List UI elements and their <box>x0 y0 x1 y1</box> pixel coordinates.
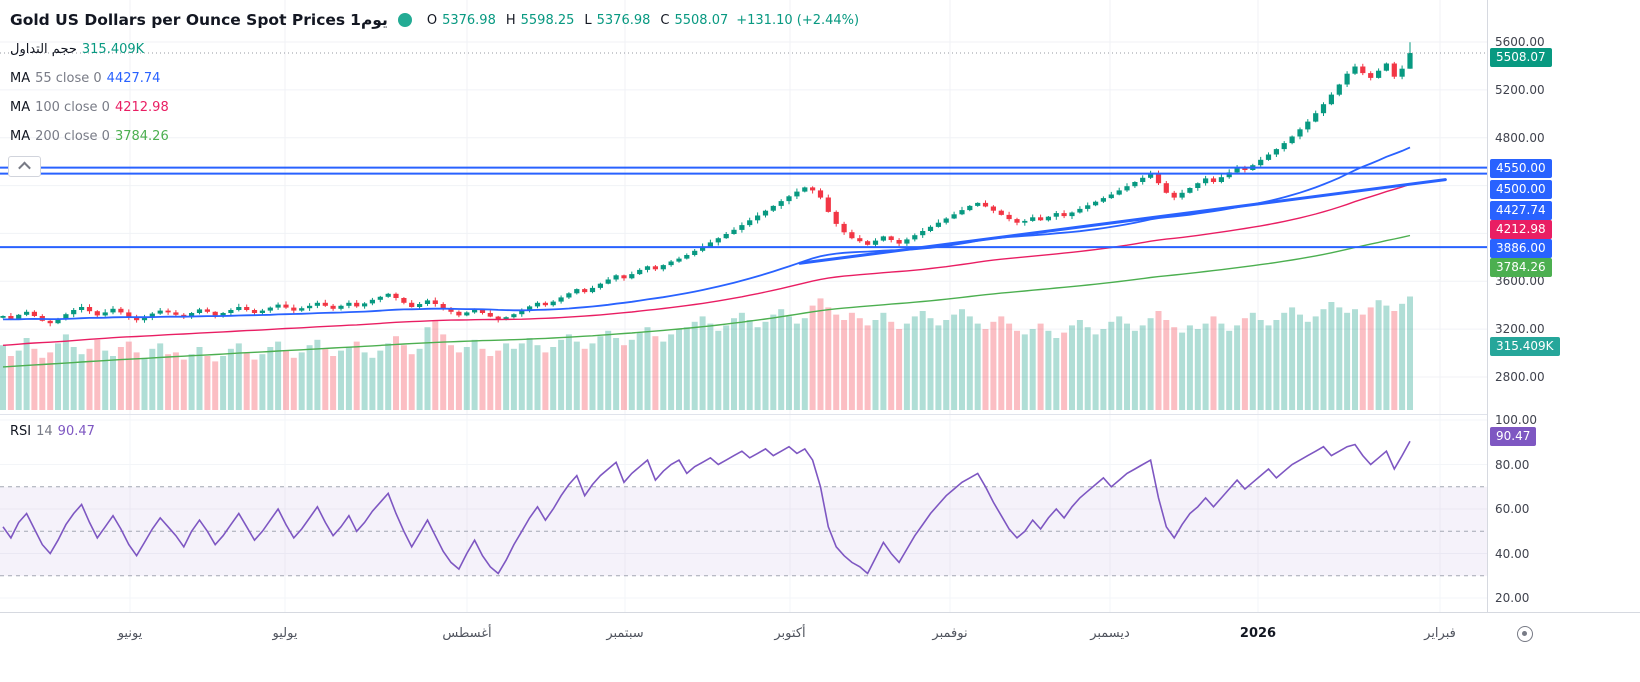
dot-icon <box>1522 631 1527 636</box>
axis-value-badge: 4427.74 <box>1490 201 1552 220</box>
time-axis-label: سبتمبر <box>606 626 644 641</box>
drawing-tools <box>0 166 1487 265</box>
candlestick-series <box>0 42 1413 327</box>
axis-value-badge: 4212.98 <box>1490 220 1552 239</box>
pane-separator[interactable] <box>0 414 1640 415</box>
price-axis-label: 5200.00 <box>1495 83 1545 97</box>
change-value: +131.10 (+2.44%) <box>736 12 860 28</box>
price-axis-label: 2800.00 <box>1495 370 1545 384</box>
ma100-params: 100 close 0 <box>35 99 110 115</box>
ma100-indicator-row[interactable]: MA 100 close 0 4212.98 <box>10 97 859 117</box>
rsi-param: 14 <box>36 423 53 439</box>
ma200-params: 200 close 0 <box>35 128 110 144</box>
open-value: 5376.98 <box>442 12 496 28</box>
time-axis-label: 2026 <box>1239 626 1277 641</box>
axis-value-badge: 315.409K <box>1490 337 1560 356</box>
time-axis-settings-icon[interactable] <box>1517 626 1533 642</box>
rsi-line <box>2 440 1411 575</box>
volume-indicator-row[interactable]: حجم التداول 315.409K <box>10 39 859 59</box>
ma200-indicator-row[interactable]: MA 200 close 0 3784.26 <box>10 126 859 146</box>
ma200-label: MA <box>10 128 31 144</box>
time-axis-label: نوفمبر <box>932 626 968 641</box>
main-chart-legend: Gold US Dollars per Ounce Spot Prices 1ي… <box>10 8 859 155</box>
volume-value: 315.409K <box>81 41 145 57</box>
axis-value-badge: 5508.07 <box>1490 48 1552 67</box>
ma55-value: 4427.74 <box>106 70 161 86</box>
main-grid <box>0 0 1487 415</box>
time-axis-label: فبراير <box>1424 626 1456 641</box>
axis-value-badge: 4550.00 <box>1490 159 1552 178</box>
price-axis-label: 3200.00 <box>1495 322 1545 336</box>
ma55-params: 55 close 0 <box>35 70 102 86</box>
time-axis-label: ديسمبر <box>1090 626 1130 641</box>
rsi-grid <box>0 415 1487 612</box>
rsi-axis-label: 100.00 <box>1495 413 1537 427</box>
market-status-icon <box>397 13 412 27</box>
chevron-up-icon <box>18 161 31 175</box>
volume-series <box>0 296 1413 410</box>
main-price-pane[interactable] <box>0 0 1487 415</box>
rsi-legend[interactable]: RSI 14 90.47 <box>10 421 95 450</box>
close-value: 5508.07 <box>674 12 729 28</box>
interval-label[interactable]: 1يوم <box>350 11 388 29</box>
axis-value-badge: 3886.00 <box>1490 239 1552 258</box>
ma100-label: MA <box>10 99 31 115</box>
ma55-indicator-row[interactable]: MA 55 close 0 4427.74 <box>10 68 859 88</box>
time-axis-label: يونيو <box>117 626 143 641</box>
rsi-axis-label: 80.00 <box>1495 458 1530 472</box>
price-axis-label: 3600.00 <box>1495 274 1545 288</box>
high-value: 5598.25 <box>520 12 575 28</box>
high-label: H <box>505 12 516 28</box>
ma100-value: 4212.98 <box>114 99 169 115</box>
time-axis[interactable]: يونيو يوليو أغسطس سبتمبر أكتوبر نوفمبر ديسمبر 2… <box>0 612 1640 682</box>
time-axis-label: أغسطس <box>442 626 492 641</box>
volume-indicator-label: حجم التداول <box>10 41 77 57</box>
rsi-value: 90.47 <box>57 423 95 439</box>
rsi-label: RSI <box>10 423 32 439</box>
time-axis-label: أكتوبر <box>774 626 806 641</box>
ma200-value: 3784.26 <box>114 128 169 144</box>
low-value: 5376.98 <box>596 12 651 28</box>
axis-value-badge: 4500.00 <box>1490 180 1552 199</box>
axis-value-badge: 3784.26 <box>1490 258 1552 277</box>
axis-value-badge: 90.47 <box>1490 427 1537 446</box>
moving-average-lines <box>2 146 1411 368</box>
time-axis-label: يوليو <box>272 626 298 641</box>
price-axis-label: 4800.00 <box>1495 131 1545 145</box>
rsi-axis-label: 20.00 <box>1495 591 1530 605</box>
price-scale[interactable]: 5600.00 5200.00 4800.00 3600.00 3200.00 2800.… <box>1487 0 1640 612</box>
close-label: C <box>660 12 670 28</box>
low-label: L <box>584 12 592 28</box>
price-axis-label: 5600.00 <box>1495 35 1545 49</box>
rsi-indicator-row[interactable]: RSI 14 90.47 <box>10 421 95 441</box>
rsi-bands <box>0 486 1487 577</box>
symbol-title: Gold US Dollars per Ounce Spot Prices <box>10 11 346 29</box>
ma55-label: MA <box>10 70 31 86</box>
rsi-axis-label: 40.00 <box>1495 547 1530 561</box>
rsi-pane[interactable] <box>0 415 1487 612</box>
symbol-row[interactable]: Gold US Dollars per Ounce Spot Prices 1ي… <box>10 8 859 32</box>
open-label: O <box>426 12 438 28</box>
legend-collapse-button[interactable] <box>8 156 41 177</box>
rsi-axis-label: 60.00 <box>1495 502 1530 516</box>
